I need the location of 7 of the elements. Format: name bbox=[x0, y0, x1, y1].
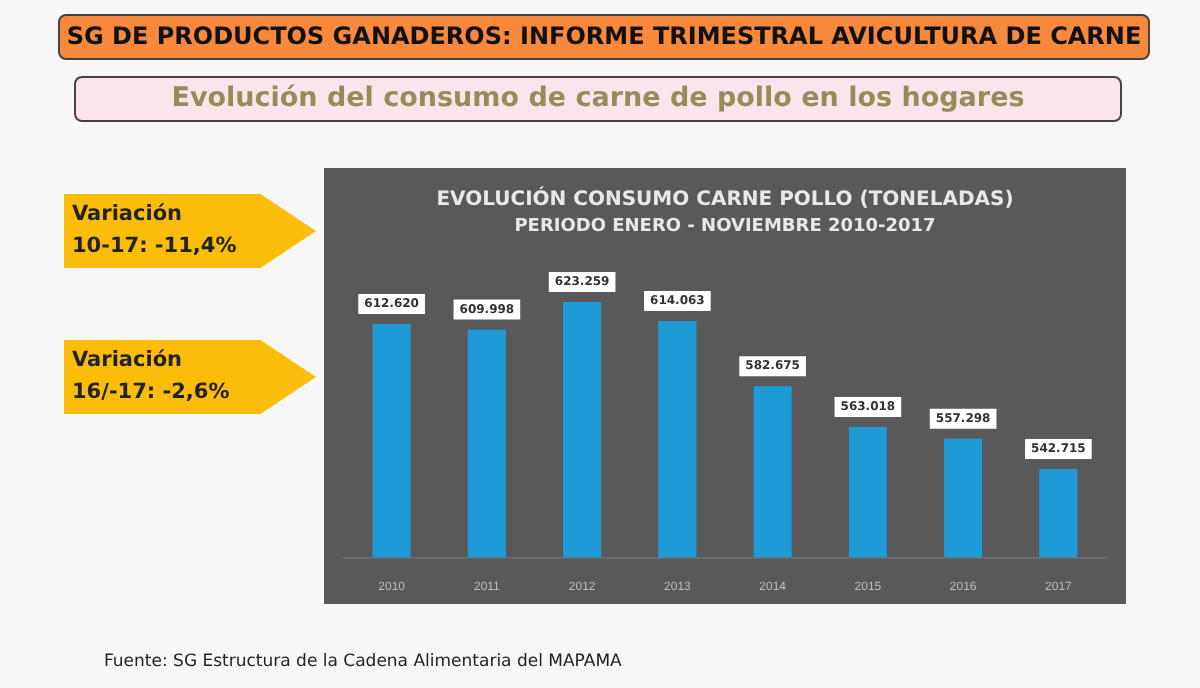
text: SG DE PRODUCTOS GANADEROS: INFORME TRIMESTRAL AVICULTURA DE CARNE bbox=[58, 14, 1150, 60]
arrow-tag: Variación 16/-17: -2,6% bbox=[64, 340, 316, 414]
chart-subtitle: PERIODO ENERO - NOVIEMBRE 2010-2017 bbox=[514, 217, 936, 238]
arrow-tag: Variación 10-17: -11,4% bbox=[64, 194, 316, 268]
source-note: Fuente: SG Estructura de la Cadena Alimentaria del MAPAMA bbox=[104, 652, 622, 672]
text: Evolución del consumo de carne de pollo en los hogares bbox=[74, 76, 1122, 122]
chart-title: EVOLUCIÓN CONSUMO CARNE POLLO (TONELADAS) bbox=[436, 185, 1014, 212]
